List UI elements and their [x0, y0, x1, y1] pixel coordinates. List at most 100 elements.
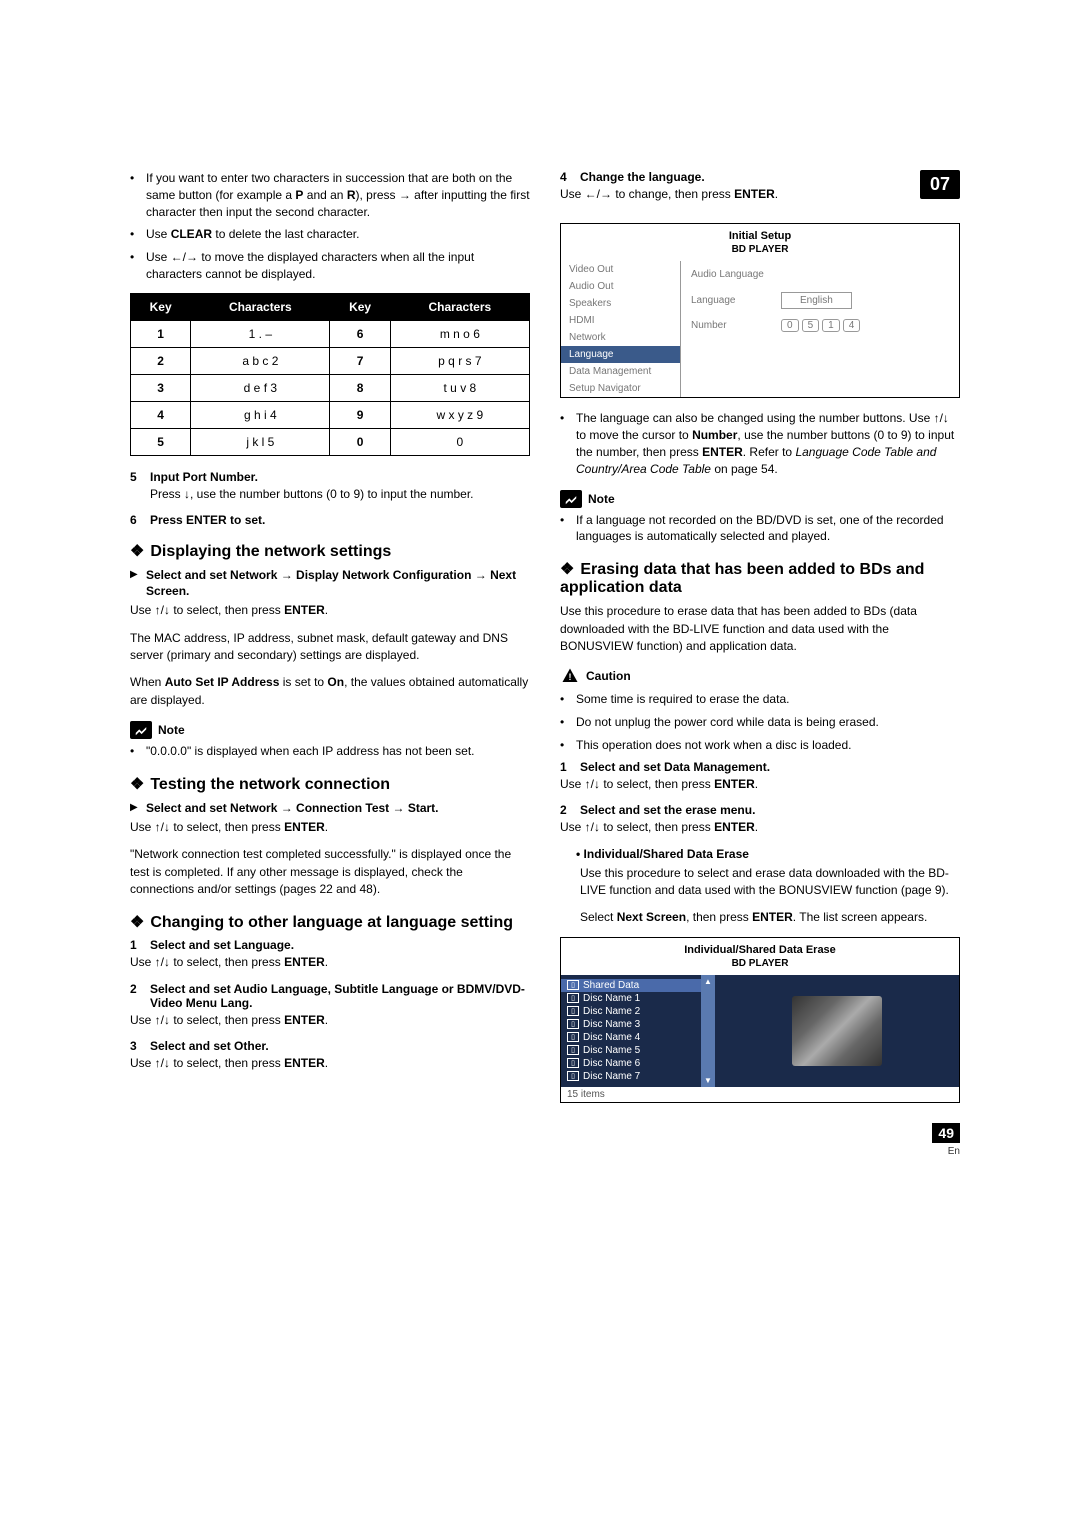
- table-cell: 3: [131, 374, 191, 401]
- sub-heading: Individual/Shared Data Erase: [576, 847, 960, 861]
- number-digit: 4: [843, 319, 861, 332]
- paragraph: "Network connection test completed succe…: [130, 846, 530, 898]
- instruction: Use ←/→ to change, then press ENTER.: [560, 186, 960, 203]
- panel-subtitle: BD PLAYER: [561, 958, 959, 975]
- step-1: 1 Select and set Language.: [130, 938, 530, 952]
- sidebar-item: Network: [561, 329, 680, 346]
- panel-row-language: Language English: [691, 292, 949, 309]
- panel-title: Individual/Shared Data Erase: [561, 938, 959, 958]
- paragraph: Use this procedure to erase data that ha…: [560, 603, 960, 655]
- text: Use: [146, 227, 171, 241]
- panel-row-number: Number 0514: [691, 319, 949, 332]
- sidebar-item: Speakers: [561, 295, 680, 312]
- svg-text:!: !: [569, 672, 572, 682]
- table-cell: j k l 5: [191, 428, 330, 455]
- erase-list-item: ▯Disc Name 3: [561, 1018, 701, 1031]
- character-table: Key Characters Key Characters 11 . –6m n…: [130, 293, 530, 456]
- table-cell: d e f 3: [191, 374, 330, 401]
- note-bullet: • If a language not recorded on the BD/D…: [560, 512, 960, 546]
- table-cell: t u v 8: [390, 374, 529, 401]
- panel-main-label: Audio Language: [691, 269, 949, 280]
- instruction: Use ↑/↓ to select, then press ENTER.: [130, 602, 530, 619]
- table-cell: 7: [330, 347, 390, 374]
- table-cell: 0: [390, 428, 529, 455]
- bullet-item: • Use ←/→ to move the displayed characte…: [130, 249, 530, 283]
- note-header: Note: [560, 490, 960, 508]
- erase-list-item: ▯Disc Name 7: [561, 1070, 701, 1083]
- sub-instruction: ▶ Select and set Network → Connection Te…: [130, 800, 530, 817]
- text: to delete the last character.: [212, 227, 359, 241]
- preview-pane: [715, 975, 959, 1087]
- table-cell: a b c 2: [191, 347, 330, 374]
- number-digit: 1: [822, 319, 840, 332]
- chapter-badge: 07: [920, 170, 960, 199]
- table-cell: 1: [131, 320, 191, 347]
- initial-setup-panel: Initial Setup BD PLAYER Video OutAudio O…: [560, 223, 960, 398]
- step-2: 2 Select and set Audio Language, Subtitl…: [130, 982, 530, 1010]
- panel-subtitle: BD PLAYER: [561, 244, 959, 261]
- table-cell: p q r s 7: [390, 347, 529, 374]
- right-column: 07 4 Change the language. Use ←/→ to cha…: [560, 170, 960, 1157]
- scroll-up-icon[interactable]: ▲: [704, 977, 712, 986]
- caution-header: ! Caution: [560, 667, 960, 685]
- paragraph: Select Next Screen, then press ENTER. Th…: [580, 909, 960, 926]
- table-cell: 5: [131, 428, 191, 455]
- step-6: 6 Press ENTER to set.: [130, 513, 530, 527]
- sidebar-item: Language: [561, 346, 680, 363]
- number-digit: 0: [781, 319, 799, 332]
- sub-instruction: ▶ Select and set Network → Display Netwo…: [130, 567, 530, 601]
- instruction: Use ↑/↓ to select, then press ENTER.: [560, 776, 960, 793]
- panel-main: Audio Language Language English Number 0…: [681, 261, 959, 397]
- text: and an: [303, 188, 346, 202]
- erase-list-item: ▯Disc Name 6: [561, 1057, 701, 1070]
- scroll-down-icon[interactable]: ▼: [704, 1076, 712, 1085]
- sidebar-item: Audio Out: [561, 278, 680, 295]
- caution-bullet: •This operation does not work when a dis…: [560, 737, 960, 754]
- text: Use ←/→ to move the displayed characters…: [146, 249, 530, 283]
- sidebar-item: HDMI: [561, 312, 680, 329]
- step-4: 4 Change the language.: [560, 170, 920, 184]
- bullet-item: • The language can also be changed using…: [560, 410, 960, 477]
- section-title-erase: ❖Erasing data that has been added to BDs…: [560, 559, 960, 597]
- scrollbar[interactable]: ▲ ▼: [701, 975, 715, 1087]
- caution-bullet: •Some time is required to erase the data…: [560, 691, 960, 708]
- table-cell: 4: [131, 401, 191, 428]
- sidebar-item: Data Management: [561, 363, 680, 380]
- erase-list-item: ▯Disc Name 1: [561, 992, 701, 1005]
- step-2-erase: 2 Select and set the erase menu.: [560, 803, 960, 817]
- left-column: • If you want to enter two characters in…: [130, 170, 530, 1157]
- section-title-lang: ❖Changing to other language at language …: [130, 912, 530, 932]
- erase-list: ▯Shared Data▯Disc Name 1▯Disc Name 2▯Dis…: [561, 975, 701, 1087]
- number-digit: 5: [802, 319, 820, 332]
- number-boxes: 0514: [781, 319, 860, 332]
- table-cell: 1 . –: [191, 320, 330, 347]
- step-1-erase: 1 Select and set Data Management.: [560, 760, 960, 774]
- step-3: 3 Select and set Other.: [130, 1039, 530, 1053]
- erase-list-item: ▯Shared Data: [561, 979, 701, 992]
- table-header: Key: [330, 293, 390, 320]
- table-cell: 9: [330, 401, 390, 428]
- sidebar-item: Setup Navigator: [561, 380, 680, 397]
- note-icon: [560, 490, 582, 508]
- disc-image: [792, 996, 882, 1066]
- erase-list-item: ▯Disc Name 5: [561, 1044, 701, 1057]
- instruction: Use ↑/↓ to select, then press ENTER.: [130, 1055, 530, 1072]
- paragraph: Use this procedure to select and erase d…: [580, 865, 960, 900]
- table-cell: 2: [131, 347, 191, 374]
- page-number: 49 En: [560, 1123, 960, 1157]
- caution-bullet: •Do not unplug the power cord while data…: [560, 714, 960, 731]
- erase-list-item: ▯Disc Name 4: [561, 1031, 701, 1044]
- step-desc: Press ↓, use the number buttons (0 to 9)…: [150, 486, 530, 503]
- instruction: Use ↑/↓ to select, then press ENTER.: [130, 819, 530, 836]
- table-cell: g h i 4: [191, 401, 330, 428]
- bullet-item: • Use CLEAR to delete the last character…: [130, 226, 530, 243]
- note-header: Note: [130, 721, 530, 739]
- table-header: Characters: [191, 293, 330, 320]
- table-cell: m n o 6: [390, 320, 529, 347]
- bold: CLEAR: [171, 227, 212, 241]
- items-count: 15 items: [561, 1087, 959, 1102]
- language-value: English: [781, 292, 852, 309]
- erase-panel: Individual/Shared Data Erase BD PLAYER ▯…: [560, 937, 960, 1103]
- section-title-display: ❖Displaying the network settings: [130, 541, 530, 561]
- instruction: Use ↑/↓ to select, then press ENTER.: [560, 819, 960, 836]
